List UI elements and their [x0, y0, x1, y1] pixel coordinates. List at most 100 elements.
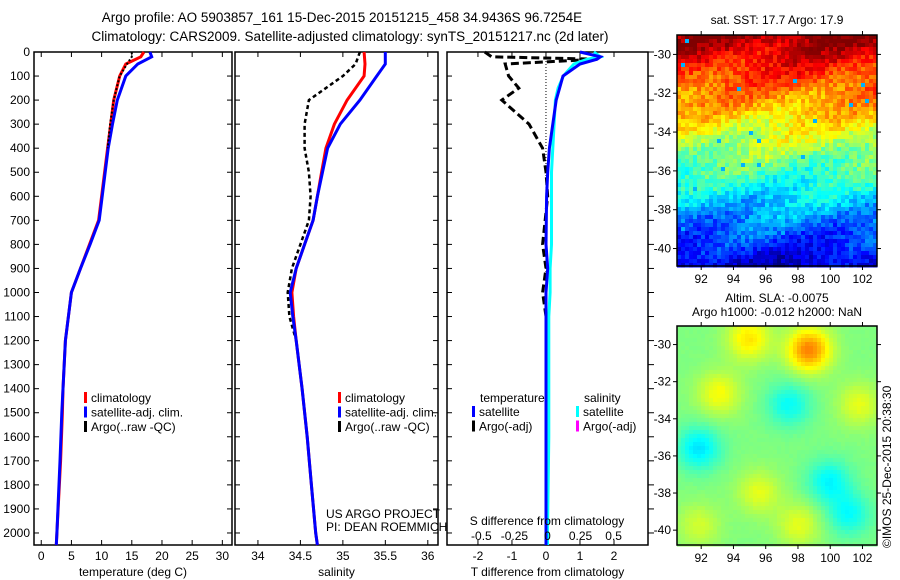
map-cell: [717, 374, 722, 379]
map-cell: [753, 406, 758, 411]
map-cell: [873, 187, 878, 192]
map-cell: [745, 462, 750, 467]
map-cell: [873, 175, 878, 180]
map-cell: [825, 103, 830, 108]
map-cell: [865, 171, 870, 176]
map-cell: [769, 63, 774, 68]
map-cell: [865, 406, 870, 411]
map-cell: [853, 334, 858, 339]
map-cell: [805, 386, 810, 391]
map-cell: [757, 119, 762, 124]
map-cell: [701, 87, 706, 92]
map-cell: [773, 71, 778, 76]
map-cell: [765, 354, 770, 359]
map-cell: [753, 346, 758, 351]
map-cell: [793, 215, 798, 220]
map-cell: [781, 239, 786, 244]
map-cell: [729, 358, 734, 363]
map-cell: [805, 350, 810, 355]
map-cell: [777, 406, 782, 411]
map-cell: [785, 87, 790, 92]
map-cell: [765, 123, 770, 128]
legend-swatch-temperature-argo: [472, 420, 475, 432]
map-cell: [753, 402, 758, 407]
map-cell: [753, 159, 758, 164]
map-cell: [841, 135, 846, 140]
map-cell: [797, 414, 802, 419]
map-cell: [817, 163, 822, 168]
map-cell: [869, 103, 874, 108]
map-cell: [745, 426, 750, 431]
map-cell: [745, 195, 750, 200]
map-cell: [761, 235, 766, 240]
map-cell: [841, 215, 846, 220]
map-cell: [793, 167, 798, 172]
map-cell: [869, 155, 874, 160]
map-cell: [689, 203, 694, 208]
map-cell: [785, 243, 790, 248]
map-cell: [869, 55, 874, 60]
map-cell: [829, 382, 834, 387]
map-cell: [797, 163, 802, 168]
map-cell: [849, 215, 854, 220]
map-cell: [741, 235, 746, 240]
map-cell: [817, 350, 822, 355]
map-cell: [721, 422, 726, 427]
map-cell: [793, 458, 798, 463]
map-cell: [685, 191, 690, 196]
map-cell: [849, 406, 854, 411]
map-cell: [701, 35, 706, 40]
map-cell: [841, 370, 846, 375]
map-cell: [801, 362, 806, 367]
map-cell: [861, 51, 866, 56]
map-cell: [733, 406, 738, 411]
map-cell: [853, 179, 858, 184]
map-cell: [793, 171, 798, 176]
map-cell: [697, 47, 702, 52]
map-cell: [701, 75, 706, 80]
map-cell: [753, 386, 758, 391]
map-cell: [749, 406, 754, 411]
map-cell: [829, 63, 834, 68]
map-cell: [733, 147, 738, 152]
map-cell: [841, 127, 846, 132]
map-cell: [745, 414, 750, 419]
map-cell: [865, 75, 870, 80]
map-cell: [853, 223, 858, 228]
map-cell: [701, 382, 706, 387]
map-cell: [693, 398, 698, 403]
map-cell: [801, 175, 806, 180]
map-cell: [813, 231, 818, 236]
map-cell: [837, 47, 842, 52]
map-cell: [781, 366, 786, 371]
map-cell: [749, 358, 754, 363]
map-cell: [809, 159, 814, 164]
map-cell: [681, 195, 686, 200]
map-cell: [813, 442, 818, 447]
map-cell: [789, 147, 794, 152]
map-cell: [773, 79, 778, 84]
map-cell: [721, 203, 726, 208]
x-tick-label: 10: [95, 549, 109, 563]
map-cell: [785, 119, 790, 124]
map-cell: [745, 119, 750, 124]
map-cell: [813, 466, 818, 471]
map-cell: [829, 374, 834, 379]
map-cell: [845, 430, 850, 435]
map-cell: [729, 442, 734, 447]
map-cell: [813, 430, 818, 435]
map-cell: [785, 354, 790, 359]
map-cell: [681, 207, 686, 212]
map-cell: [765, 187, 770, 192]
map-cell: [817, 87, 822, 92]
map-cell: [749, 215, 754, 220]
map-cell: [749, 346, 754, 351]
map-cell: [721, 127, 726, 132]
map-cell: [753, 47, 758, 52]
panel-salinity: [234, 51, 439, 546]
map-cell: [741, 454, 746, 459]
map-cell: [773, 55, 778, 60]
map-cell: [857, 338, 862, 343]
map-cell: [749, 438, 754, 443]
map-cell: [793, 227, 798, 232]
